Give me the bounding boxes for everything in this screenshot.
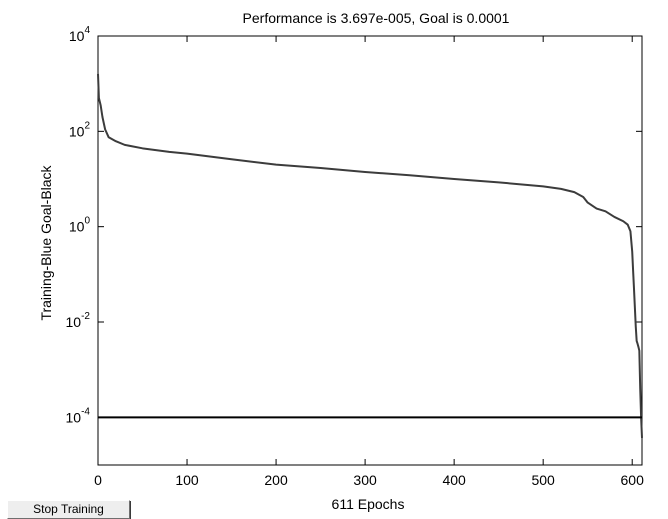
x-tick-label: 0 (94, 472, 102, 488)
y-tick-label: 104 (69, 25, 91, 44)
x-tick-label: 200 (264, 472, 288, 488)
stop-training-button[interactable]: Stop Training (7, 500, 130, 519)
y-axis-label: Training-Blue Goal-Black (38, 164, 54, 320)
y-tick-label: 102 (69, 120, 91, 139)
x-tick-label: 300 (353, 472, 377, 488)
training-performance-line (97, 73, 643, 438)
y-tick-label: 10-2 (66, 311, 91, 330)
x-axis-label: 611 Epochs (332, 496, 405, 512)
x-tick-label: 100 (175, 472, 199, 488)
x-tick-label: 600 (621, 472, 645, 488)
x-tick-label: 500 (531, 472, 555, 488)
chart-title: Performance is 3.697e-005, Goal is 0.000… (243, 10, 510, 26)
plot-frame (97, 35, 643, 466)
y-tick-label: 10-4 (66, 406, 91, 425)
plot-area: 0 100 200 300 400 500 600 10-4 10-2 100 102 104 (66, 25, 645, 488)
x-tick-label: 400 (442, 472, 466, 488)
y-tick-label: 100 (69, 216, 91, 235)
